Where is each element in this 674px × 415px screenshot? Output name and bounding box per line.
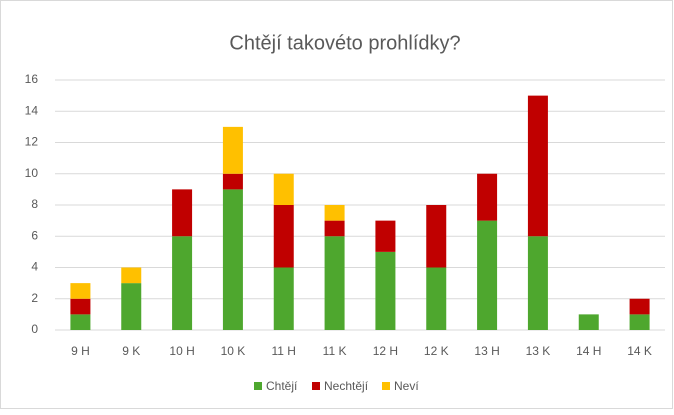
x-tick-label: 9 H — [71, 344, 90, 358]
bar-segment — [375, 220, 396, 252]
legend-swatch — [312, 382, 320, 390]
bar-segment — [477, 173, 498, 221]
bar-segment — [172, 236, 193, 330]
y-tick-label: 14 — [25, 103, 39, 117]
bar-segment — [324, 205, 345, 221]
x-tick-label: 14 H — [576, 344, 601, 358]
y-tick-label: 12 — [25, 135, 39, 149]
bar-segment — [70, 283, 91, 299]
y-tick-label: 10 — [25, 166, 39, 180]
y-tick-label: 6 — [31, 228, 38, 242]
bar-segment — [273, 205, 294, 268]
bar-segment — [477, 220, 498, 330]
x-tick-label: 11 H — [272, 344, 296, 358]
bar-segment — [629, 314, 650, 330]
x-tick-label: 12 K — [424, 344, 449, 358]
bar-segment — [426, 267, 447, 330]
bar-segment — [273, 173, 294, 205]
y-tick-label: 0 — [31, 322, 38, 336]
x-tick-label: 13 H — [474, 344, 499, 358]
bar-segment — [70, 314, 91, 330]
bar-segment — [222, 173, 243, 190]
legend-label: Neví — [394, 379, 419, 393]
bar-segment — [121, 267, 142, 284]
x-tick-label: 10 K — [221, 344, 246, 358]
y-tick-label: 2 — [31, 291, 38, 305]
bar-segment — [629, 298, 650, 315]
bar-segment — [324, 236, 345, 330]
x-tick-label: 12 H — [373, 344, 398, 358]
chart-title: Chtějí takovéto prohlídky? — [229, 32, 460, 54]
legend-label: Chtějí — [266, 379, 298, 393]
legend-swatch — [254, 382, 262, 390]
bar-segment — [121, 283, 142, 330]
bar-segment — [527, 95, 548, 237]
bar-segment — [375, 251, 396, 330]
y-tick-label: 8 — [31, 197, 38, 211]
bar-segment — [222, 126, 243, 174]
x-tick-label: 9 K — [122, 344, 140, 358]
bar-segment — [273, 267, 294, 330]
bar-segment — [578, 314, 599, 330]
bar-segment — [324, 220, 345, 237]
x-tick-label: 11 K — [323, 344, 347, 358]
bar-segment — [70, 298, 91, 315]
legend-swatch — [382, 382, 390, 390]
x-tick-label: 10 H — [169, 344, 194, 358]
y-tick-label: 16 — [25, 72, 39, 86]
legend-label: Nechtějí — [324, 379, 369, 393]
y-tick-label: 4 — [31, 260, 38, 274]
x-tick-label: 14 K — [627, 344, 652, 358]
bar-segment — [527, 236, 548, 330]
x-tick-label: 13 K — [526, 344, 551, 358]
bar-segment — [426, 205, 447, 268]
bar-segment — [172, 189, 193, 237]
bar-segment — [222, 189, 243, 330]
